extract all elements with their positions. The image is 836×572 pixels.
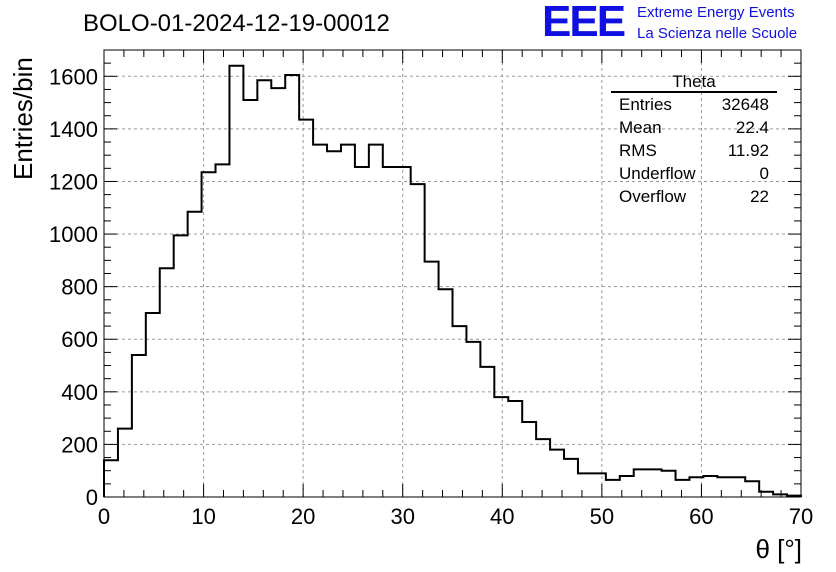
- histogram-bin: [132, 355, 146, 497]
- histogram-line: [103, 64, 802, 497]
- histogram-bin: [397, 167, 411, 497]
- logo-line-1: Extreme Energy Events: [637, 4, 795, 21]
- stats-label: Mean: [619, 118, 662, 137]
- stats-value: 11.92: [727, 141, 769, 160]
- stats-row: Mean 22.4: [611, 116, 777, 139]
- chart-title: BOLO-01-2024-12-19-00012: [83, 10, 390, 37]
- stats-value: 0: [759, 164, 769, 183]
- y-tick-label: 400: [61, 380, 98, 405]
- histogram-bin: [606, 480, 620, 497]
- histogram-bin: [229, 66, 243, 497]
- histogram-bin: [703, 476, 717, 497]
- histogram-bin: [480, 367, 494, 497]
- histogram-bin: [118, 429, 132, 497]
- histogram-bin: [439, 289, 453, 497]
- histogram-bin: [522, 422, 536, 497]
- x-tick-label: 30: [390, 504, 414, 529]
- stats-value: 32648: [721, 95, 769, 114]
- histogram-bin: [425, 262, 439, 497]
- histogram-bin: [104, 460, 118, 497]
- histogram-bin: [355, 167, 369, 497]
- histogram-bin: [216, 164, 230, 497]
- stats-label: RMS: [619, 141, 657, 160]
- stats-row: RMS 11.92: [611, 139, 777, 162]
- histogram-bin: [662, 471, 676, 497]
- x-tick-label: 50: [590, 504, 614, 529]
- x-tick-label: 60: [689, 504, 713, 529]
- y-tick-label: 1600: [49, 64, 98, 89]
- histogram-bin: [285, 75, 299, 497]
- x-tick-label: 40: [490, 504, 514, 529]
- histogram-bin: [174, 235, 188, 497]
- histogram-bin: [146, 313, 160, 497]
- histogram-bin: [648, 469, 662, 497]
- histogram-bin: [731, 477, 745, 497]
- histogram-bin: [494, 397, 508, 497]
- histogram-bin: [160, 268, 174, 497]
- histogram-bin: [592, 473, 606, 497]
- histogram-bin: [299, 120, 313, 497]
- histogram-bin: [634, 469, 648, 497]
- y-tick-label: 1000: [49, 222, 98, 247]
- histogram-bin: [508, 401, 522, 497]
- y-tick-label: 600: [61, 327, 98, 352]
- stats-row: Underflow 0: [611, 162, 777, 185]
- histogram-bin: [411, 184, 425, 497]
- eee-logo: EEE: [542, 0, 626, 46]
- x-axis-label: θ [°]: [755, 534, 802, 564]
- stats-box: Theta Entries 32648 Mean 22.4 RMS 11.92 Und…: [611, 72, 777, 208]
- x-tick-label: 0: [98, 504, 110, 529]
- histogram-bin: [383, 167, 397, 497]
- x-tick-label: 70: [789, 504, 813, 529]
- histogram-bin: [745, 481, 759, 497]
- stats-row: Overflow 22: [611, 185, 777, 208]
- y-tick-label: 1400: [49, 117, 98, 142]
- y-tick-label: 800: [61, 275, 98, 300]
- histogram-bin: [327, 151, 341, 497]
- stats-label: Overflow: [619, 187, 687, 206]
- histogram-bin: [453, 326, 467, 497]
- histogram-bin: [243, 100, 257, 497]
- histogram-bin: [578, 473, 592, 497]
- y-axis-label: Entries/bin: [8, 57, 38, 180]
- y-tick-label: 200: [61, 432, 98, 457]
- histogram-bin: [271, 88, 285, 497]
- histogram-bin: [188, 212, 202, 497]
- y-tick-label: 0: [86, 485, 98, 510]
- stats-label: Underflow: [619, 164, 696, 183]
- logo-line-2: La Scienza nelle Scuole: [637, 25, 798, 42]
- histogram-bin: [257, 80, 271, 497]
- histogram-bin: [466, 342, 480, 497]
- histogram-bin: [717, 477, 731, 497]
- stats-label: Entries: [619, 95, 672, 114]
- stats-row: Entries 32648: [611, 93, 777, 116]
- stats-value: 22.4: [735, 118, 769, 137]
- histogram-bin: [550, 450, 564, 497]
- x-tick-label: 20: [291, 504, 315, 529]
- y-tick-label: 1200: [49, 169, 98, 194]
- stats-title: Theta: [611, 72, 777, 93]
- stats-value: 22: [750, 187, 769, 206]
- x-tick-label: 10: [191, 504, 215, 529]
- histogram-bin: [564, 459, 578, 497]
- histogram-bin: [536, 439, 550, 497]
- histogram-bin: [676, 480, 690, 497]
